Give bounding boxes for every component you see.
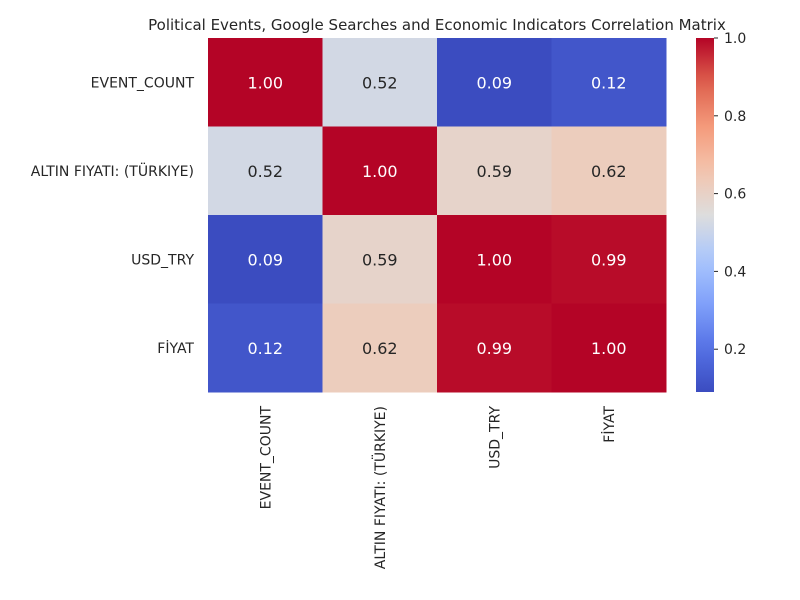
cell-value-label: 0.59 (362, 250, 398, 269)
heatmap-cell (437, 303, 552, 393)
heatmap-cell (322, 303, 438, 393)
heatmap-cell (208, 215, 323, 304)
heatmap-cell (551, 303, 667, 393)
heatmap-cell (437, 38, 552, 127)
colorbar-tick-label: 0.8 (724, 109, 746, 125)
heatmap-cell (208, 303, 323, 393)
heatmap-cell (208, 126, 323, 216)
heatmap-cell (437, 215, 552, 304)
colorbar-gradient (696, 38, 714, 392)
heatmap-cell (551, 38, 667, 127)
column-label: EVENT_COUNT (258, 406, 274, 510)
cell-value-label: 0.62 (362, 339, 398, 358)
cell-value-label: 0.59 (476, 162, 512, 181)
row-label: ALTIN FIYATI: (TÜRKIYE) (31, 162, 194, 180)
heatmap-cell (551, 215, 667, 304)
heatmap-cell (322, 38, 438, 127)
colorbar-tick-label: 1.0 (724, 31, 746, 47)
cell-value-label: 1.00 (591, 339, 627, 358)
heatmap-cell (437, 126, 552, 216)
column-label: ALTIN FIYATI: (TÜRKIYE) (371, 406, 389, 569)
row-label: EVENT_COUNT (91, 75, 195, 91)
cell-value-label: 0.99 (476, 339, 512, 358)
column-label: USD_TRY (487, 406, 503, 469)
row-label: USD_TRY (131, 252, 194, 268)
cell-value-label: 0.12 (591, 73, 627, 92)
row-labels: EVENT_COUNT ALTIN FIYATI: (TÜRKIYE) USD_TR… (31, 75, 195, 357)
colorbar-tick-label: 0.6 (724, 187, 746, 203)
cell-value-label: 0.09 (247, 250, 283, 269)
cell-value-label: 0.52 (362, 73, 398, 92)
cell-value-label: 1.00 (362, 162, 398, 181)
cell-value-label: 0.09 (476, 73, 512, 92)
column-label: FİYAT (600, 406, 618, 443)
heatmap-cell (322, 126, 438, 216)
heatmap-cell (208, 38, 323, 127)
colorbar-tick-label: 0.4 (724, 264, 746, 280)
colorbar-tick-label: 0.2 (724, 342, 746, 358)
cell-value-label: 1.00 (476, 250, 512, 269)
heatmap-cells: 1.00 0.52 0.09 0.12 0.52 1.00 0.59 0.62 0.09 0.59… (208, 38, 667, 393)
cell-value-label: 0.99 (591, 250, 627, 269)
chart-title: Political Events, Google Searches and Ec… (148, 16, 726, 34)
heatmap-cell (322, 215, 438, 304)
column-labels: EVENT_COUNT ALTIN FIYATI: (TÜRKIYE) USD_TR… (258, 406, 618, 570)
heatmap-cell (551, 126, 667, 216)
row-label: FİYAT (157, 339, 194, 357)
colorbar: 0.2 0.4 0.6 0.8 1.0 (696, 31, 746, 392)
cell-value-label: 0.52 (247, 162, 283, 181)
cell-value-label: 1.00 (247, 73, 283, 92)
cell-value-label: 0.62 (591, 162, 627, 181)
cell-value-label: 0.12 (247, 339, 283, 358)
